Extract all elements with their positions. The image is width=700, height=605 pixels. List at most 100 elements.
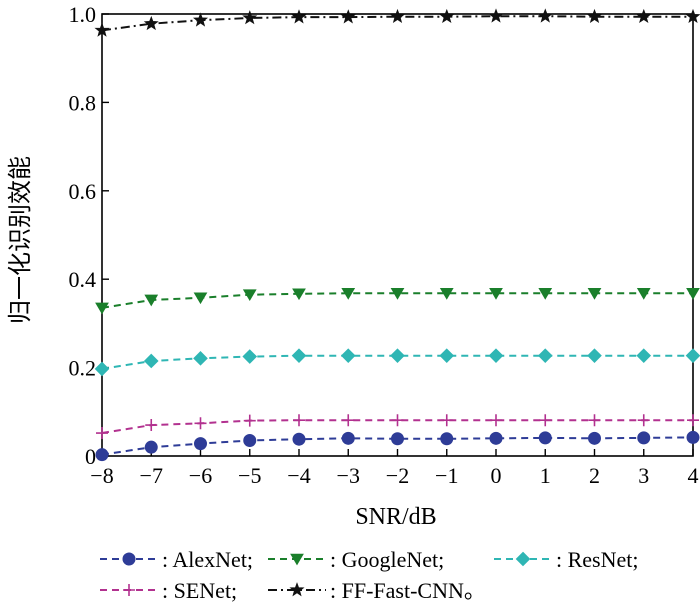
legend-item: : AlexNet;: [100, 547, 253, 572]
series-group: [96, 414, 699, 440]
y-tick-label: 0: [85, 444, 96, 469]
data-point: [538, 431, 552, 445]
x-tick-label: −6: [189, 463, 212, 488]
data-point: [586, 8, 603, 23]
x-axis-ticks: −8 −7 −6 −5 −4 −3 −2 −1 0 1 2 3 4: [90, 449, 699, 488]
data-point: [686, 430, 700, 444]
data-point: [440, 432, 454, 446]
data-point: [439, 288, 454, 300]
x-tick-label: −4: [287, 463, 310, 488]
legend-item: : SENet;: [100, 578, 237, 603]
legend-label: : SENet;: [162, 578, 237, 603]
data-point: [242, 349, 258, 364]
x-tick-label: 1: [540, 463, 551, 488]
data-point: [391, 432, 404, 446]
data-point: [587, 348, 602, 363]
data-point: [687, 414, 699, 427]
data-point: [637, 431, 651, 445]
data-point: [242, 10, 258, 25]
y-tick-label: 0.2: [69, 356, 97, 381]
data-point: [685, 8, 700, 23]
data-point: [391, 414, 404, 427]
data-point: [193, 292, 208, 305]
x-tick-label: −1: [435, 463, 458, 488]
legend-label: : AlexNet;: [162, 547, 253, 572]
data-point: [194, 437, 207, 451]
data-point: [94, 22, 110, 37]
data-point: [538, 288, 553, 300]
data-point: [143, 15, 159, 31]
data-point: [291, 9, 307, 24]
data-point: [439, 348, 455, 363]
data-point: [293, 414, 305, 427]
data-point: [95, 448, 109, 462]
data-point: [539, 414, 552, 427]
data-point: [537, 8, 553, 23]
x-tick-label: 3: [638, 463, 649, 488]
series-group: [94, 8, 700, 37]
data-point: [144, 294, 159, 307]
data-point: [686, 288, 700, 300]
data-point: [489, 431, 503, 445]
x-tick-label: −5: [238, 463, 261, 488]
data-point: [588, 414, 601, 427]
data-point: [96, 427, 108, 440]
data-point: [685, 348, 700, 363]
series-group: [94, 348, 700, 377]
data-point: [340, 348, 356, 363]
x-tick-label: 4: [688, 463, 699, 488]
data-point: [488, 8, 504, 23]
data-point: [440, 414, 453, 427]
data-point: [243, 434, 257, 448]
legend-label: : ResNet;: [556, 547, 639, 572]
y-tick-label: 1.0: [69, 2, 97, 27]
data-point: [636, 348, 652, 363]
data-point: [537, 348, 553, 363]
data-point: [341, 431, 355, 445]
data-point: [588, 431, 601, 445]
data-point: [515, 551, 531, 567]
data-point: [243, 414, 256, 427]
series-group: [95, 288, 700, 315]
data-point: [342, 414, 355, 427]
data-point: [193, 351, 208, 366]
data-point: [490, 414, 502, 427]
data-point: [636, 288, 651, 300]
data-point: [94, 361, 110, 377]
data-point: [587, 288, 602, 300]
y-axis-title: 归一化识别效能: [7, 156, 34, 324]
data-point: [95, 302, 109, 315]
series-layer: [94, 8, 700, 462]
data-point: [123, 584, 135, 596]
data-point: [390, 288, 405, 300]
data-point: [144, 440, 158, 454]
data-point: [290, 553, 304, 566]
data-point: [488, 348, 504, 363]
plot-area: [101, 13, 694, 457]
legend-item: : GoogleNet;: [268, 547, 444, 572]
legend-label: : GoogleNet;: [330, 547, 444, 572]
legend-item: : ResNet;: [494, 547, 639, 572]
data-point: [341, 288, 356, 300]
plot-frame: [101, 13, 694, 457]
data-point: [636, 8, 652, 24]
data-point: [340, 9, 356, 24]
x-tick-label: −3: [337, 463, 360, 488]
x-axis-title: SNR/dB: [355, 504, 436, 530]
data-point: [242, 289, 257, 302]
data-point: [292, 288, 306, 301]
x-tick-label: −8: [90, 463, 113, 488]
legend-label: : FF-Fast-CNN。: [330, 578, 486, 603]
data-point: [145, 419, 158, 432]
data-point: [192, 12, 209, 27]
y-tick-label: 0.4: [69, 267, 97, 292]
legend: : AlexNet; : GoogleNet; : ResNet; : SENet;:…: [100, 547, 639, 603]
data-point: [291, 348, 307, 363]
y-axis-ticks: 0 0.2 0.4 0.6 0.8 1.0: [69, 2, 109, 469]
data-point: [292, 432, 306, 446]
data-point: [489, 288, 503, 300]
series-group: [95, 430, 700, 462]
legend-item: : FF-Fast-CNN。: [268, 578, 486, 603]
x-tick-label: 2: [589, 463, 600, 488]
x-tick-label: −7: [140, 463, 163, 488]
